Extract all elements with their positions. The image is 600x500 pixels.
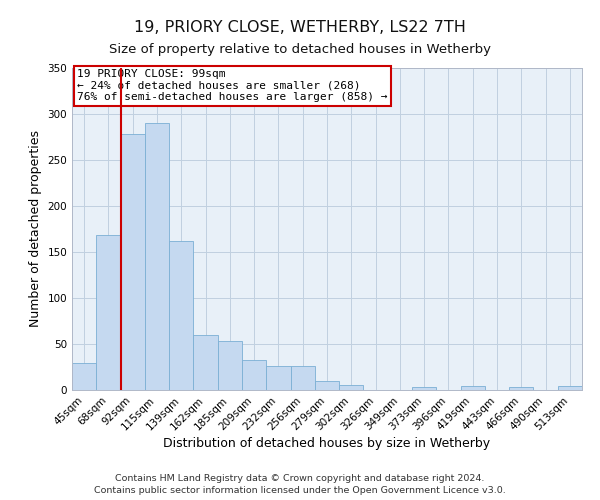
- Bar: [461, 386, 485, 390]
- Bar: [145, 123, 169, 390]
- Bar: [121, 134, 145, 390]
- Text: 19, PRIORY CLOSE, WETHERBY, LS22 7TH: 19, PRIORY CLOSE, WETHERBY, LS22 7TH: [134, 20, 466, 35]
- X-axis label: Distribution of detached houses by size in Wetherby: Distribution of detached houses by size …: [163, 438, 491, 450]
- Bar: [315, 381, 339, 390]
- Bar: [193, 334, 218, 390]
- Bar: [266, 366, 290, 390]
- Bar: [72, 364, 96, 390]
- Text: 19 PRIORY CLOSE: 99sqm
← 24% of detached houses are smaller (268)
76% of semi-de: 19 PRIORY CLOSE: 99sqm ← 24% of detached…: [77, 69, 388, 102]
- Text: Size of property relative to detached houses in Wetherby: Size of property relative to detached ho…: [109, 42, 491, 56]
- Y-axis label: Number of detached properties: Number of detached properties: [29, 130, 42, 327]
- Bar: [339, 386, 364, 390]
- Text: Contains public sector information licensed under the Open Government Licence v3: Contains public sector information licen…: [94, 486, 506, 495]
- Bar: [169, 240, 193, 390]
- Text: Contains HM Land Registry data © Crown copyright and database right 2024.: Contains HM Land Registry data © Crown c…: [115, 474, 485, 483]
- Bar: [558, 386, 582, 390]
- Bar: [218, 341, 242, 390]
- Bar: [242, 360, 266, 390]
- Bar: [290, 366, 315, 390]
- Bar: [509, 387, 533, 390]
- Bar: [96, 235, 121, 390]
- Bar: [412, 387, 436, 390]
